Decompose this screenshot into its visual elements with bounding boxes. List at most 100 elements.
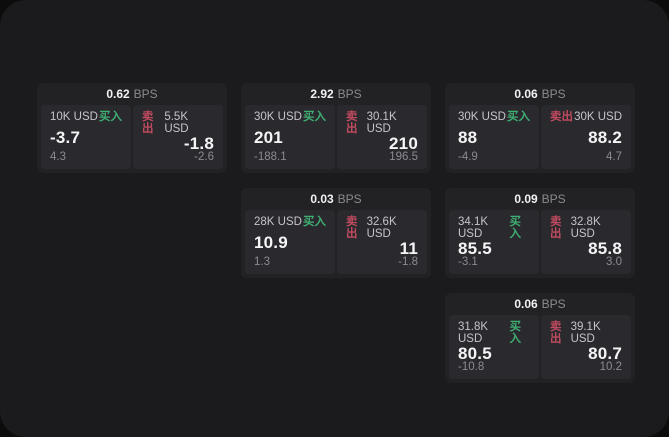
buy-notional: 10K USD: [50, 111, 98, 123]
quote-panels: 28K USD 买入 10.9 1.3 卖出 32.6K USD 11 -1.8: [245, 210, 427, 274]
sell-label: 卖出: [550, 111, 573, 123]
quote-card[interactable]: 2.92 BPS 30K USD 买入 201 -188.1 卖出 30.1K …: [241, 83, 431, 173]
sell-label: 卖出: [346, 111, 358, 135]
buy-notional: 31.8K USD: [458, 321, 489, 345]
quote-card[interactable]: 0.62 BPS 10K USD 买入 -3.7 4.3 卖出 5.5K USD…: [37, 83, 227, 173]
sell-quote-value: -1.8: [183, 134, 214, 153]
sell-panel[interactable]: 卖出 30K USD 88.2 4.7: [541, 105, 631, 169]
buy-delta-value: 1.3: [254, 255, 270, 268]
buy-panel[interactable]: 28K USD 买入 10.9 1.3: [245, 210, 335, 274]
buy-notional: 28K USD: [254, 216, 302, 228]
buy-quote-value: 85.5: [458, 239, 492, 258]
sell-notional: 5.5K USD: [164, 111, 189, 135]
buy-delta-value: 4.3: [50, 150, 66, 163]
buy-delta-value: -4.9: [458, 150, 478, 163]
bps-header: 0.06 BPS: [449, 293, 631, 315]
buy-panel-top-row: 30K USD 买入: [254, 111, 326, 124]
quote-card[interactable]: 0.03 BPS 28K USD 买入 10.9 1.3 卖出 32.6K US…: [241, 188, 431, 278]
quote-card[interactable]: 0.06 BPS 31.8K USD 买入 80.5 -10.8 卖出 39.1…: [445, 293, 635, 383]
bps-unit-label: BPS: [337, 87, 362, 101]
quote-card[interactable]: 0.06 BPS 30K USD 买入 88 -4.9 卖出 30K USD 8…: [445, 83, 635, 173]
bps-unit-label: BPS: [133, 87, 158, 101]
sell-panel[interactable]: 卖出 30.1K USD 210 196.5: [337, 105, 427, 169]
buy-quote-value: 10.9: [254, 233, 288, 252]
buy-notional: 34.1K USD: [458, 216, 489, 240]
buy-panel-top-row: 28K USD 买入: [254, 216, 326, 229]
buy-label: 买入: [303, 111, 326, 123]
buy-quote-value: 201: [254, 128, 283, 147]
sell-label: 卖出: [346, 216, 358, 240]
sell-delta-value: 10.2: [599, 361, 622, 373]
bps-header: 0.06 BPS: [449, 83, 631, 105]
sell-delta-value: 196.5: [389, 151, 418, 163]
bps-unit-label: BPS: [541, 297, 566, 311]
sell-panel-top-row: 卖出 30.1K USD: [346, 111, 418, 135]
sell-notional: 32.8K USD: [570, 216, 601, 240]
sell-quote-value: 80.7: [588, 344, 622, 363]
buy-panel[interactable]: 30K USD 买入 201 -188.1: [245, 105, 335, 169]
buy-panel[interactable]: 30K USD 买入 88 -4.9: [449, 105, 539, 169]
sell-panel-top-row: 卖出 32.6K USD: [346, 216, 418, 240]
bps-unit-label: BPS: [337, 192, 362, 206]
bps-header: 0.62 BPS: [41, 83, 223, 105]
sell-notional: 30K USD: [574, 111, 622, 123]
bps-value: 2.92: [310, 87, 334, 101]
sell-notional: 39.1K USD: [570, 321, 601, 345]
bps-value: 0.06: [514, 297, 538, 311]
buy-panel-top-row: 30K USD 买入: [458, 111, 530, 124]
quote-grid: 0.62 BPS 10K USD 买入 -3.7 4.3 卖出 5.5K USD…: [37, 83, 635, 383]
buy-label: 买入: [507, 111, 530, 123]
sell-panel-top-row: 卖出 39.1K USD: [550, 321, 622, 345]
sell-delta-value: 3.0: [606, 256, 622, 268]
buy-label: 买入: [303, 216, 326, 228]
sell-panel-top-row: 卖出 30K USD: [550, 111, 622, 124]
buy-label: 买入: [509, 216, 521, 240]
buy-label: 买入: [99, 111, 122, 123]
sell-delta-value: -1.8: [398, 256, 418, 268]
sell-quote-value: 210: [389, 134, 418, 153]
quote-panels: 10K USD 买入 -3.7 4.3 卖出 5.5K USD -1.8 -2.…: [41, 105, 223, 169]
buy-notional: 30K USD: [458, 111, 506, 123]
buy-panel-top-row: 31.8K USD 买入: [458, 321, 530, 345]
buy-label: 买入: [509, 321, 521, 345]
quote-panels: 30K USD 买入 201 -188.1 卖出 30.1K USD 210 1…: [245, 105, 427, 169]
sell-notional: 30.1K USD: [366, 111, 397, 135]
quote-card[interactable]: 0.09 BPS 34.1K USD 买入 85.5 -3.1 卖出 32.8K…: [445, 188, 635, 278]
sell-delta-value: -2.6: [194, 151, 214, 163]
buy-quote-value: -3.7: [50, 128, 81, 147]
bps-header: 2.92 BPS: [245, 83, 427, 105]
buy-panel-top-row: 34.1K USD 买入: [458, 216, 530, 240]
buy-delta-value: -188.1: [254, 150, 287, 163]
quote-panels: 31.8K USD 买入 80.5 -10.8 卖出 39.1K USD 80.…: [449, 315, 631, 379]
bps-value: 0.06: [514, 87, 538, 101]
sell-delta-value: 4.7: [606, 150, 622, 163]
sell-quote-value: 85.8: [588, 239, 622, 258]
bps-unit-label: BPS: [541, 87, 566, 101]
bps-header: 0.09 BPS: [449, 188, 631, 210]
bps-value: 0.09: [514, 192, 538, 206]
bps-unit-label: BPS: [541, 192, 566, 206]
buy-delta-value: -3.1: [458, 256, 478, 268]
quote-panels: 30K USD 买入 88 -4.9 卖出 30K USD 88.2 4.7: [449, 105, 631, 169]
buy-quote-value: 80.5: [458, 344, 492, 363]
sell-panel-top-row: 卖出 32.8K USD: [550, 216, 622, 240]
sell-notional: 32.6K USD: [366, 216, 397, 240]
buy-quote-value: 88: [458, 128, 478, 147]
sell-label: 卖出: [142, 111, 154, 135]
bps-value: 0.62: [106, 87, 130, 101]
bps-header: 0.03 BPS: [245, 188, 427, 210]
bps-value: 0.03: [310, 192, 334, 206]
sell-panel[interactable]: 卖出 32.8K USD 85.8 3.0: [541, 210, 631, 274]
sell-quote-value: 88.2: [588, 128, 622, 147]
sell-panel[interactable]: 卖出 39.1K USD 80.7 10.2: [541, 315, 631, 379]
buy-panel[interactable]: 34.1K USD 买入 85.5 -3.1: [449, 210, 539, 274]
sell-label: 卖出: [550, 216, 562, 240]
buy-notional: 30K USD: [254, 111, 302, 123]
sell-panel-top-row: 卖出 5.5K USD: [142, 111, 214, 135]
quote-panels: 34.1K USD 买入 85.5 -3.1 卖出 32.8K USD 85.8…: [449, 210, 631, 274]
buy-panel[interactable]: 10K USD 买入 -3.7 4.3: [41, 105, 131, 169]
sell-panel[interactable]: 卖出 5.5K USD -1.8 -2.6: [133, 105, 223, 169]
sell-panel[interactable]: 卖出 32.6K USD 11 -1.8: [337, 210, 427, 274]
buy-panel[interactable]: 31.8K USD 买入 80.5 -10.8: [449, 315, 539, 379]
